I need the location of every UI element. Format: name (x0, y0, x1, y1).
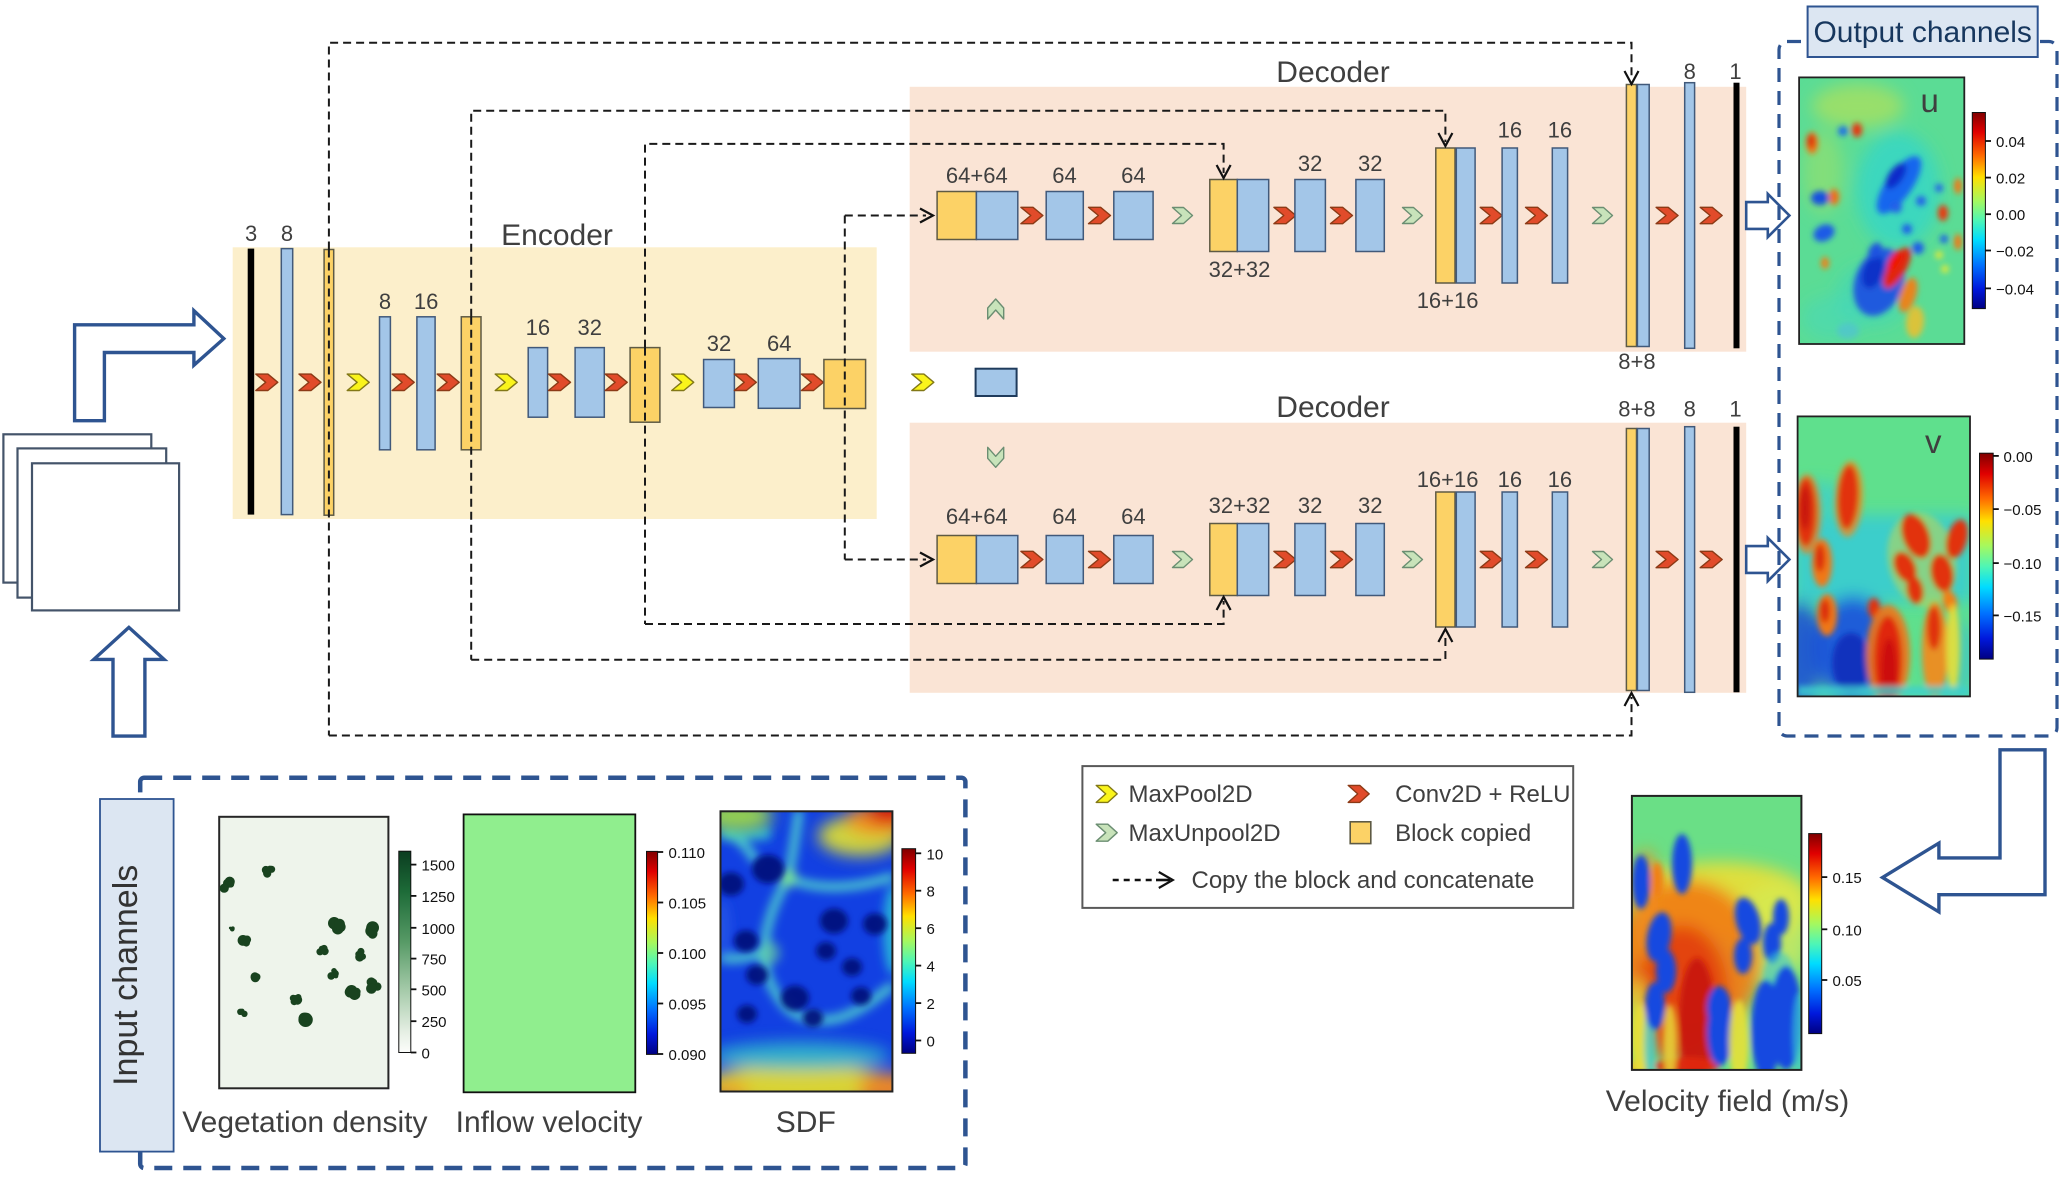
svg-text:8: 8 (1684, 59, 1696, 84)
svg-text:8: 8 (927, 884, 935, 901)
svg-text:32: 32 (1298, 493, 1322, 518)
svg-text:500: 500 (422, 982, 447, 999)
svg-text:0: 0 (927, 1034, 935, 1051)
svg-text:64: 64 (1121, 504, 1145, 529)
svg-text:3: 3 (245, 221, 257, 246)
svg-text:Decoder: Decoder (1276, 56, 1389, 89)
svg-text:Conv2D + ReLU: Conv2D + ReLU (1395, 781, 1570, 808)
svg-text:8: 8 (281, 221, 293, 246)
svg-text:8: 8 (1684, 397, 1696, 422)
svg-text:Block copied: Block copied (1395, 820, 1531, 847)
svg-text:16: 16 (526, 315, 550, 340)
svg-text:32: 32 (1358, 151, 1382, 176)
svg-text:0.04: 0.04 (1996, 134, 2025, 151)
svg-text:16: 16 (1548, 467, 1572, 492)
svg-text:32: 32 (707, 331, 731, 356)
svg-text:16: 16 (1498, 118, 1522, 143)
svg-text:64: 64 (767, 331, 791, 356)
svg-text:250: 250 (422, 1014, 447, 1031)
svg-text:1250: 1250 (422, 889, 455, 906)
svg-text:6: 6 (927, 921, 935, 938)
svg-text:−0.02: −0.02 (1996, 244, 2034, 261)
svg-text:32: 32 (1358, 493, 1382, 518)
svg-text:64+64: 64+64 (946, 504, 1008, 529)
svg-text:Vegetation density: Vegetation density (182, 1106, 427, 1139)
svg-text:32+32: 32+32 (1209, 493, 1271, 518)
svg-text:Input channels: Input channels (107, 865, 145, 1086)
svg-text:0.00: 0.00 (2004, 449, 2033, 466)
svg-text:64: 64 (1052, 504, 1076, 529)
svg-text:0: 0 (422, 1046, 430, 1063)
svg-text:Inflow velocity: Inflow velocity (456, 1106, 643, 1139)
svg-text:8: 8 (379, 289, 391, 314)
svg-text:0.095: 0.095 (669, 997, 707, 1014)
svg-text:1000: 1000 (422, 921, 455, 938)
svg-text:64+64: 64+64 (946, 163, 1008, 188)
svg-text:2: 2 (927, 996, 935, 1013)
svg-text:0.10: 0.10 (1833, 922, 1862, 939)
svg-text:MaxPool2D: MaxPool2D (1129, 781, 1253, 808)
svg-text:1: 1 (1729, 59, 1741, 84)
svg-text:0.100: 0.100 (669, 946, 707, 963)
svg-text:16: 16 (1548, 118, 1572, 143)
svg-text:8+8: 8+8 (1618, 349, 1655, 374)
svg-text:10: 10 (927, 846, 944, 863)
svg-text:−0.15: −0.15 (2004, 608, 2042, 625)
svg-text:0.105: 0.105 (669, 896, 707, 913)
svg-text:Copy the block and concatenate: Copy the block and concatenate (1192, 867, 1535, 894)
svg-text:0.00: 0.00 (1996, 207, 2025, 224)
svg-text:0.110: 0.110 (669, 845, 705, 862)
svg-text:−0.10: −0.10 (2004, 556, 2042, 573)
svg-text:Output channels: Output channels (1813, 16, 2031, 49)
svg-text:SDF: SDF (776, 1106, 836, 1139)
svg-text:8+8: 8+8 (1618, 397, 1655, 422)
svg-text:16+16: 16+16 (1417, 288, 1479, 313)
svg-text:0.090: 0.090 (669, 1047, 707, 1064)
svg-text:16+16: 16+16 (1417, 467, 1479, 492)
svg-text:750: 750 (422, 952, 447, 969)
svg-text:1500: 1500 (422, 858, 455, 875)
svg-text:0.02: 0.02 (1996, 171, 2025, 188)
svg-text:−0.04: −0.04 (1996, 281, 2034, 298)
svg-text:32+32: 32+32 (1209, 257, 1271, 282)
svg-text:4: 4 (927, 959, 935, 976)
svg-text:v: v (1925, 423, 1942, 460)
svg-text:MaxUnpool2D: MaxUnpool2D (1129, 820, 1281, 847)
svg-text:−0.05: −0.05 (2004, 502, 2042, 519)
svg-text:Velocity field (m/s): Velocity field (m/s) (1606, 1085, 1849, 1118)
svg-text:u: u (1921, 82, 1939, 119)
svg-text:0.05: 0.05 (1833, 973, 1862, 990)
svg-text:1: 1 (1729, 397, 1741, 422)
svg-text:32: 32 (1298, 151, 1322, 176)
svg-text:Encoder: Encoder (501, 219, 613, 252)
svg-text:Decoder: Decoder (1276, 391, 1389, 424)
svg-text:16: 16 (1498, 467, 1522, 492)
svg-text:16: 16 (414, 289, 438, 314)
svg-text:0.15: 0.15 (1833, 870, 1862, 887)
svg-text:64: 64 (1052, 163, 1076, 188)
svg-text:64: 64 (1121, 163, 1145, 188)
svg-text:32: 32 (577, 315, 601, 340)
